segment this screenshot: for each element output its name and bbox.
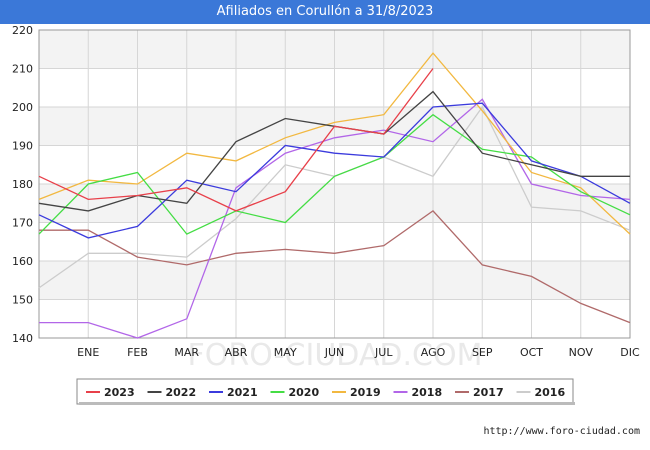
x-tick-label: AGO bbox=[421, 346, 446, 359]
legend-label-2017: 2017 bbox=[473, 386, 504, 399]
x-tick-label: FEB bbox=[127, 346, 148, 359]
legend-label-2018: 2018 bbox=[412, 386, 443, 399]
legend-label-2022: 2022 bbox=[166, 386, 197, 399]
x-tick-label: MAR bbox=[174, 346, 199, 359]
legend-label-2021: 2021 bbox=[227, 386, 258, 399]
y-tick-label: 190 bbox=[12, 140, 33, 153]
y-axis-ticks: 140 150 160 170 180 190 200 210 220 bbox=[12, 24, 33, 345]
legend-label-2023: 2023 bbox=[104, 386, 135, 399]
x-tick-label: ABR bbox=[225, 346, 248, 359]
y-tick-label: 150 bbox=[12, 294, 33, 307]
legend-label-2020: 2020 bbox=[289, 386, 320, 399]
x-axis-ticks: ENE FEB MAR ABR MAY JUN JUL AGO SEP OCT NOV DIC bbox=[77, 346, 640, 359]
series-line-2023 bbox=[38, 68, 434, 212]
chart-title: Afiliados en Corullón a 31/8/2023 bbox=[0, 0, 650, 24]
x-tick-label: JUN bbox=[324, 346, 345, 359]
x-tick-label: DIC bbox=[620, 346, 640, 359]
x-tick-label: MAY bbox=[274, 346, 297, 359]
x-tick-label: NOV bbox=[569, 346, 594, 359]
plot-frame bbox=[38, 29, 631, 339]
y-tick-label: 200 bbox=[12, 101, 33, 114]
y-tick-label: 210 bbox=[12, 63, 33, 76]
series-line-2017 bbox=[39, 210, 631, 324]
series-line-2021 bbox=[38, 102, 631, 239]
y-tick-label: 170 bbox=[12, 217, 33, 230]
series-line-2020 bbox=[38, 113, 631, 235]
series-line-2019 bbox=[38, 52, 631, 235]
x-tick-label: ENE bbox=[77, 346, 99, 359]
legend-shadow bbox=[79, 402, 575, 405]
y-tick-label: 220 bbox=[12, 24, 33, 37]
x-tick-label: JUL bbox=[374, 346, 393, 359]
footer-url[interactable]: http://www.foro-ciudad.com bbox=[483, 426, 640, 437]
legend-label-2019: 2019 bbox=[350, 386, 381, 399]
series-line-2018 bbox=[39, 98, 631, 339]
y-tick-label: 140 bbox=[12, 332, 33, 345]
x-tick-label: OCT bbox=[520, 346, 543, 359]
y-tick-label: 180 bbox=[12, 178, 33, 191]
series-lines bbox=[38, 52, 631, 339]
x-tick-label: SEP bbox=[472, 346, 493, 359]
legend: 2023 2022 2021 2020 2019 2018 2017 2016 bbox=[86, 386, 565, 399]
y-tick-label: 160 bbox=[12, 255, 33, 268]
watermark: FORO-CIUDAD.COM bbox=[188, 338, 483, 373]
legend-label-2016: 2016 bbox=[535, 386, 566, 399]
